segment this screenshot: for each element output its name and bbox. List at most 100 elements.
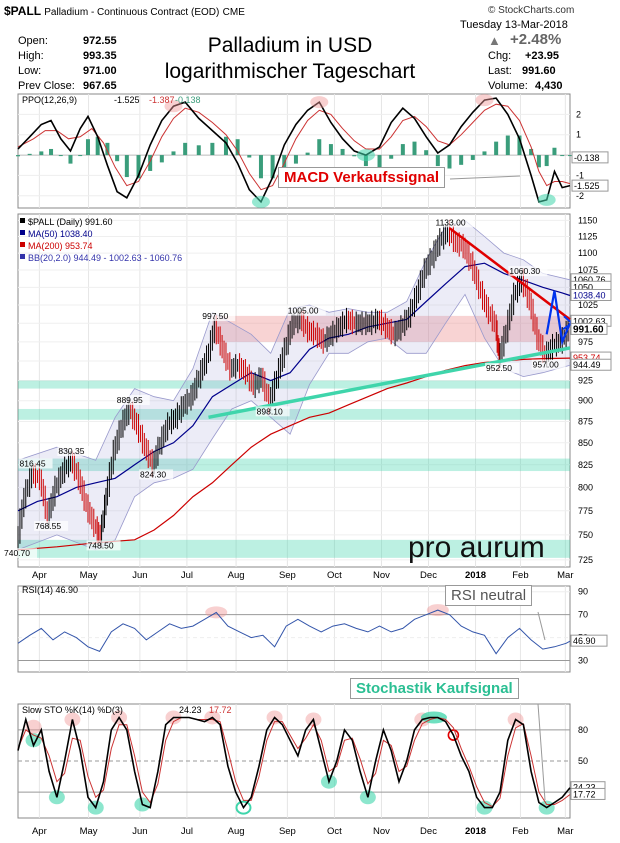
bollinger-upper (17, 219, 571, 461)
ppo-histogram-bar (27, 153, 32, 156)
price-annotation-bg (57, 446, 92, 457)
ppo-legend-signal: -1.387 (149, 95, 175, 105)
price-annotation-bg (18, 458, 53, 469)
rsi-line (17, 609, 571, 655)
sto-legend-k: 24.23 (179, 705, 202, 715)
x-axis-month-label: Feb (512, 570, 528, 581)
ppo-last-value: -0.138 (574, 153, 600, 163)
ppo-histogram-bar (389, 155, 394, 159)
price-y-tick: 1125 (578, 232, 597, 242)
ppo-histogram-bar (494, 141, 499, 156)
high-value: 993.35 (83, 50, 117, 62)
sto-x-axis-month-label: 2018 (465, 826, 486, 837)
chg-label: Chg: (488, 50, 512, 62)
price-annotation: 1005.00 (288, 306, 319, 316)
price-annotation-bg (286, 305, 326, 316)
price-annotation: 740.70 (4, 548, 30, 558)
ppo-histogram-bar (435, 155, 440, 167)
ppo-histogram-bar (49, 148, 54, 156)
ppo-histogram-bar (148, 155, 153, 171)
ppo-legend: PPO(12,26,9) (22, 95, 77, 105)
sto-k-line (17, 715, 571, 810)
ppo-y-tick: 2 (576, 109, 581, 119)
price-label-box (570, 358, 612, 371)
bollinger-lower (17, 293, 571, 551)
ppo-histogram-bar (536, 155, 541, 168)
price-y-tick: 1150 (578, 215, 597, 225)
price-label: 991.60 (573, 324, 604, 335)
price-y-tick: 775 (578, 506, 593, 516)
ppo-histogram-bar (505, 135, 510, 156)
ppo-panel-frame (17, 93, 571, 209)
ppo-highlight-marker (310, 96, 329, 109)
ppo-last-value-box (571, 151, 609, 164)
high-label: High: (18, 50, 44, 62)
ppo-histogram-bar (196, 145, 201, 156)
price-annotation-bg (531, 359, 566, 370)
sto-x-axis-month-label: Nov (373, 826, 390, 837)
price-annotation: 898.10 (257, 406, 283, 416)
ppo-histogram-bar (459, 155, 464, 165)
price-legend-swatch (20, 242, 25, 247)
sto-x-axis-month-label: Apr (32, 826, 47, 837)
ppo-histogram-bar (270, 155, 275, 179)
sto-x-axis-month-label: Mar (557, 826, 573, 837)
price-y-tick: 925 (578, 376, 593, 386)
x-axis-month-label: Sep (279, 570, 296, 581)
low-value: 971.00 (83, 65, 117, 77)
ppo-histogram-bar (470, 155, 475, 160)
support-zone (18, 380, 570, 389)
price-annotation: 824.30 (140, 469, 166, 479)
x-axis-month-label: Mar (557, 570, 573, 581)
sto-d-line (17, 716, 571, 808)
ppo-histogram-bar (560, 155, 565, 157)
ppo-histogram-bar (223, 136, 228, 156)
ma200-line (17, 357, 571, 551)
rsi-y-tick: 70 (578, 610, 588, 620)
sto-x-axis-month-label: Feb (512, 826, 528, 837)
price-annotation-bg (34, 520, 69, 531)
sto-x-axis-month-label: Dec (420, 826, 437, 837)
price-annotation: 830.35 (58, 446, 84, 456)
ppo-histogram-bar (210, 142, 215, 156)
ppo-histogram-bar (517, 135, 522, 156)
up-triangle-icon: ▲ (488, 33, 501, 48)
date-label: Tuesday 13-Mar-2018 (460, 19, 568, 31)
ppo-histogram-bar (568, 155, 572, 157)
ppo-histogram-bar (544, 155, 549, 167)
ppo-legend-value: -1.525 (114, 95, 140, 105)
ppo-histogram-bar (447, 155, 452, 169)
x-axis-month-label: Dec (420, 570, 437, 581)
price-label-box (570, 322, 608, 335)
ppo-y-tick: 1 (576, 130, 581, 140)
ppo-histogram-bar (39, 151, 44, 156)
ppo-highlight-marker (251, 195, 270, 208)
price-y-tick: 1100 (578, 248, 597, 258)
price-annotation: 997.50 (202, 311, 228, 321)
ppo-legend-hist: -0.138 (175, 95, 201, 105)
price-annotation: 816.45 (20, 458, 46, 468)
price-annotation-bg (485, 363, 520, 374)
price-legend-entry: $PALL (Daily) 991.60 (28, 217, 113, 227)
open-value: 972.55 (83, 35, 117, 47)
x-axis-month-label: May (80, 570, 98, 581)
ppo-histogram-bar (78, 155, 83, 157)
price-y-tick: 825 (578, 460, 593, 470)
ppo-histogram-bar (247, 155, 252, 158)
ppo-histogram-bar (424, 150, 429, 156)
sto-y-tick: 80 (578, 725, 588, 735)
sto-x-axis-month-label: Jun (132, 826, 147, 837)
ppo-histogram-bar (377, 155, 382, 171)
support-zone (18, 539, 570, 558)
price-annotation: 952.50 (486, 363, 512, 373)
ppo-histogram-bar (136, 155, 141, 179)
price-annotation-bg (508, 266, 548, 277)
chg-value: +23.95 (525, 50, 559, 62)
ppo-histogram-bar (183, 142, 188, 156)
stochastic-buy-annotation: Stochastik Kaufsignal (350, 678, 519, 699)
change-percent: +2.48% (510, 31, 562, 48)
sto-x-axis-month-label: Aug (228, 826, 245, 837)
projection-path (545, 290, 572, 346)
rsi-last-value: 46.90 (573, 636, 596, 646)
ppo-histogram-bar (317, 139, 322, 156)
